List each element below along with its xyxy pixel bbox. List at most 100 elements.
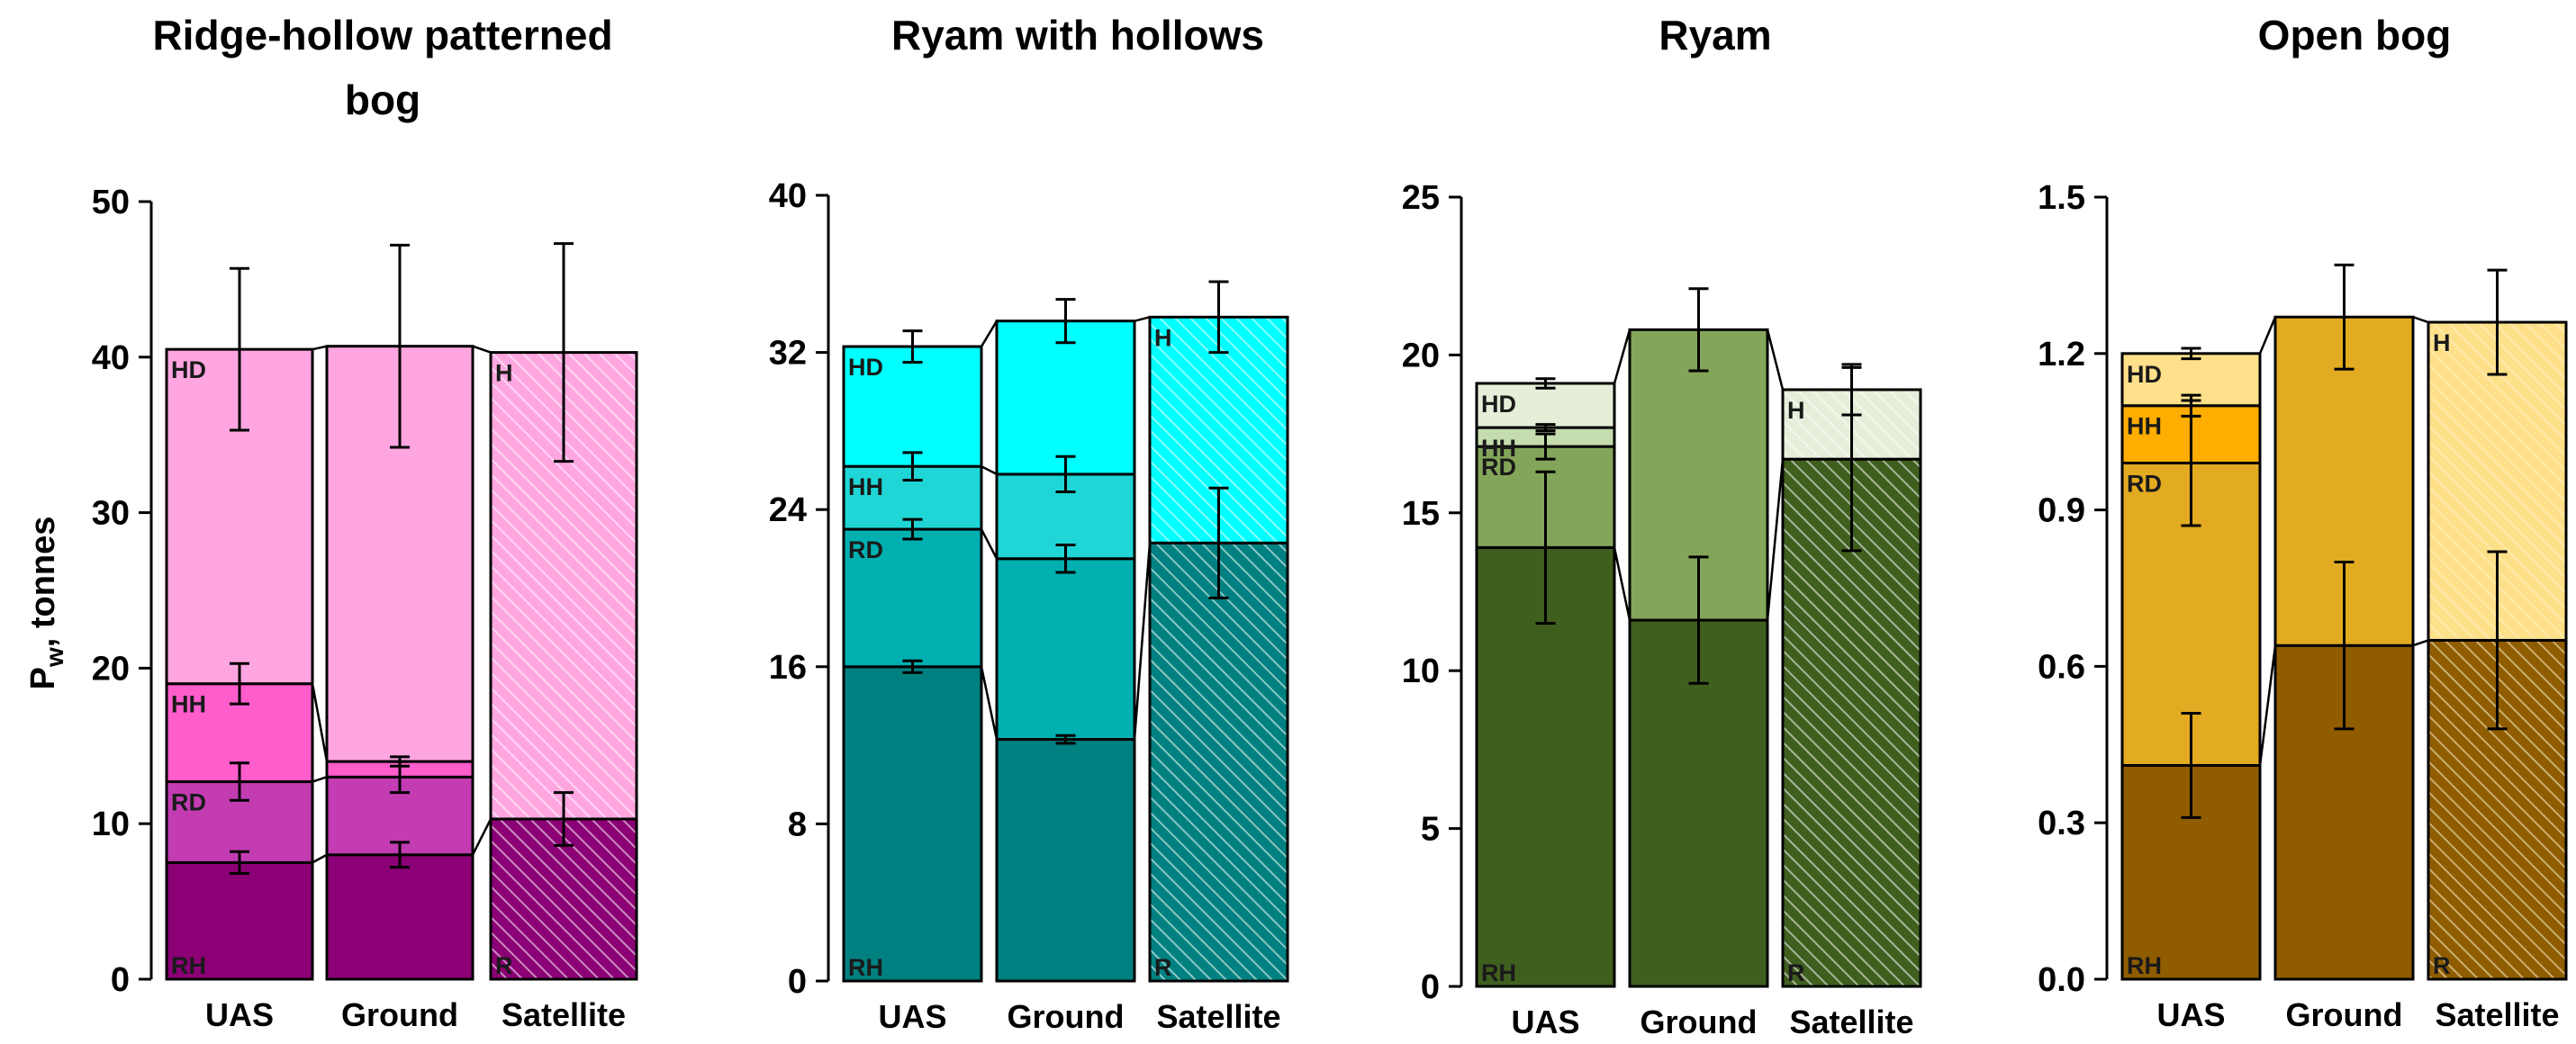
panel-title: bog [345, 76, 420, 123]
y-tick-label: 25 [1402, 179, 1440, 217]
y-tick-label: 16 [769, 649, 807, 687]
y-tick-label: 40 [92, 339, 130, 377]
chart-panel: Ryam with hollows 0 8 16 24 32 40 RH RD HH HD UAS Gr… [769, 12, 1289, 1035]
connector-line [312, 853, 328, 864]
connector-line [980, 666, 999, 740]
y-tick-label: 30 [92, 495, 130, 533]
x-category-label: Ground [2286, 996, 2403, 1033]
y-tick-label: 20 [1402, 337, 1440, 374]
y-tick-label: 15 [1402, 495, 1440, 533]
connector-line [2412, 639, 2429, 647]
segment-label: R [495, 952, 513, 979]
y-tick-label: 40 [769, 177, 807, 215]
connector-line [312, 345, 328, 351]
panel-title: Ridge-hollow patterned [152, 12, 612, 58]
segment-label: HD [1481, 391, 1516, 418]
y-tick-label: 10 [92, 806, 130, 843]
bar-segment [995, 320, 1136, 476]
connector-line [312, 776, 328, 783]
segment-label: H [495, 360, 513, 387]
segment-label: RH [848, 954, 883, 981]
segment-label: HH [1481, 435, 1516, 462]
bar-segment [165, 860, 314, 981]
x-category-label: Satellite [1156, 998, 1280, 1035]
connector-line [980, 528, 999, 560]
segment-label: HH [171, 691, 206, 718]
x-category-label: UAS [205, 996, 274, 1033]
y-tick-label: 24 [769, 491, 807, 529]
y-tick-label: 10 [1402, 652, 1440, 690]
bar-segment [325, 853, 475, 981]
connector-line [1766, 459, 1785, 621]
connector-line [1613, 328, 1631, 384]
segment-label: H [2433, 329, 2451, 356]
x-category-label: Satellite [1789, 1004, 1913, 1040]
y-tick-label: 0.9 [2038, 492, 2085, 530]
x-category-label: Ground [1008, 998, 1125, 1035]
y-tick-label: 0.3 [2038, 805, 2085, 842]
segment-label: RD [848, 536, 883, 563]
bar-segment [995, 557, 1136, 742]
segment-label: HH [848, 473, 883, 500]
x-category-label: Ground [1641, 1004, 1758, 1040]
bar-segment [1475, 382, 1616, 429]
bar-segment [1148, 541, 1289, 983]
connector-line [2412, 316, 2429, 324]
segment-label: HD [171, 356, 206, 383]
panel-title: Open bog [2258, 12, 2452, 58]
y-tick-label: 32 [769, 335, 807, 373]
connector-line [1613, 547, 1631, 621]
x-category-label: Satellite [2435, 996, 2559, 1033]
bar-segment [995, 738, 1136, 983]
y-tick-label: 0 [111, 961, 130, 999]
connector-line [981, 465, 998, 476]
y-tick-label: 0 [788, 963, 807, 1001]
y-tick-label: 0.0 [2038, 961, 2085, 999]
y-tick-label: 20 [92, 650, 130, 688]
y-tick-label: 50 [92, 184, 130, 221]
y-tick-label: 8 [788, 806, 807, 843]
y-tick-label: 1.2 [2038, 336, 2085, 374]
connector-line [471, 818, 493, 856]
panel-title: Ryam [1659, 12, 1771, 58]
segment-label: HH [2127, 413, 2162, 440]
y-tick-label: 1.5 [2038, 179, 2085, 217]
connector-line [311, 683, 329, 762]
x-category-label: UAS [1511, 1004, 1579, 1040]
y-tick-label: 5 [1421, 811, 1440, 849]
segment-label: R [1787, 959, 1805, 986]
segment-label: HD [2127, 361, 2162, 388]
chart-panel: Ridge-hollow patternedbog01020304050RHRD… [92, 12, 638, 1033]
bar-segment [842, 527, 983, 669]
connector-line [1134, 316, 1151, 322]
x-category-label: Ground [341, 996, 458, 1033]
panel-title: Ryam with hollows [891, 12, 1264, 58]
y-axis-label: Pw, tonnes [24, 517, 68, 690]
segment-label: RD [1481, 454, 1516, 481]
connector-line [1133, 543, 1152, 740]
x-category-label: Satellite [502, 996, 626, 1033]
connector-line [2258, 645, 2277, 766]
segment-label: R [2433, 952, 2451, 979]
segment-label: HD [848, 354, 883, 381]
segment-label: H [1787, 397, 1805, 424]
connector-line [472, 345, 492, 354]
x-category-label: UAS [878, 998, 946, 1035]
segment-label: RH [2127, 952, 2162, 979]
segment-label: RD [171, 789, 206, 816]
y-tick-label: 0 [1421, 968, 1440, 1006]
segment-label: RD [2127, 470, 2162, 497]
connector-line [980, 320, 999, 347]
connector-line [2258, 316, 2277, 355]
connector-line [1766, 329, 1785, 391]
x-category-label: UAS [2156, 996, 2225, 1033]
segment-label: R [1154, 954, 1172, 981]
segment-label: RH [171, 952, 206, 979]
bar-segment [842, 665, 983, 983]
bar-segment [842, 345, 983, 468]
y-tick-label: 0.6 [2038, 648, 2085, 686]
